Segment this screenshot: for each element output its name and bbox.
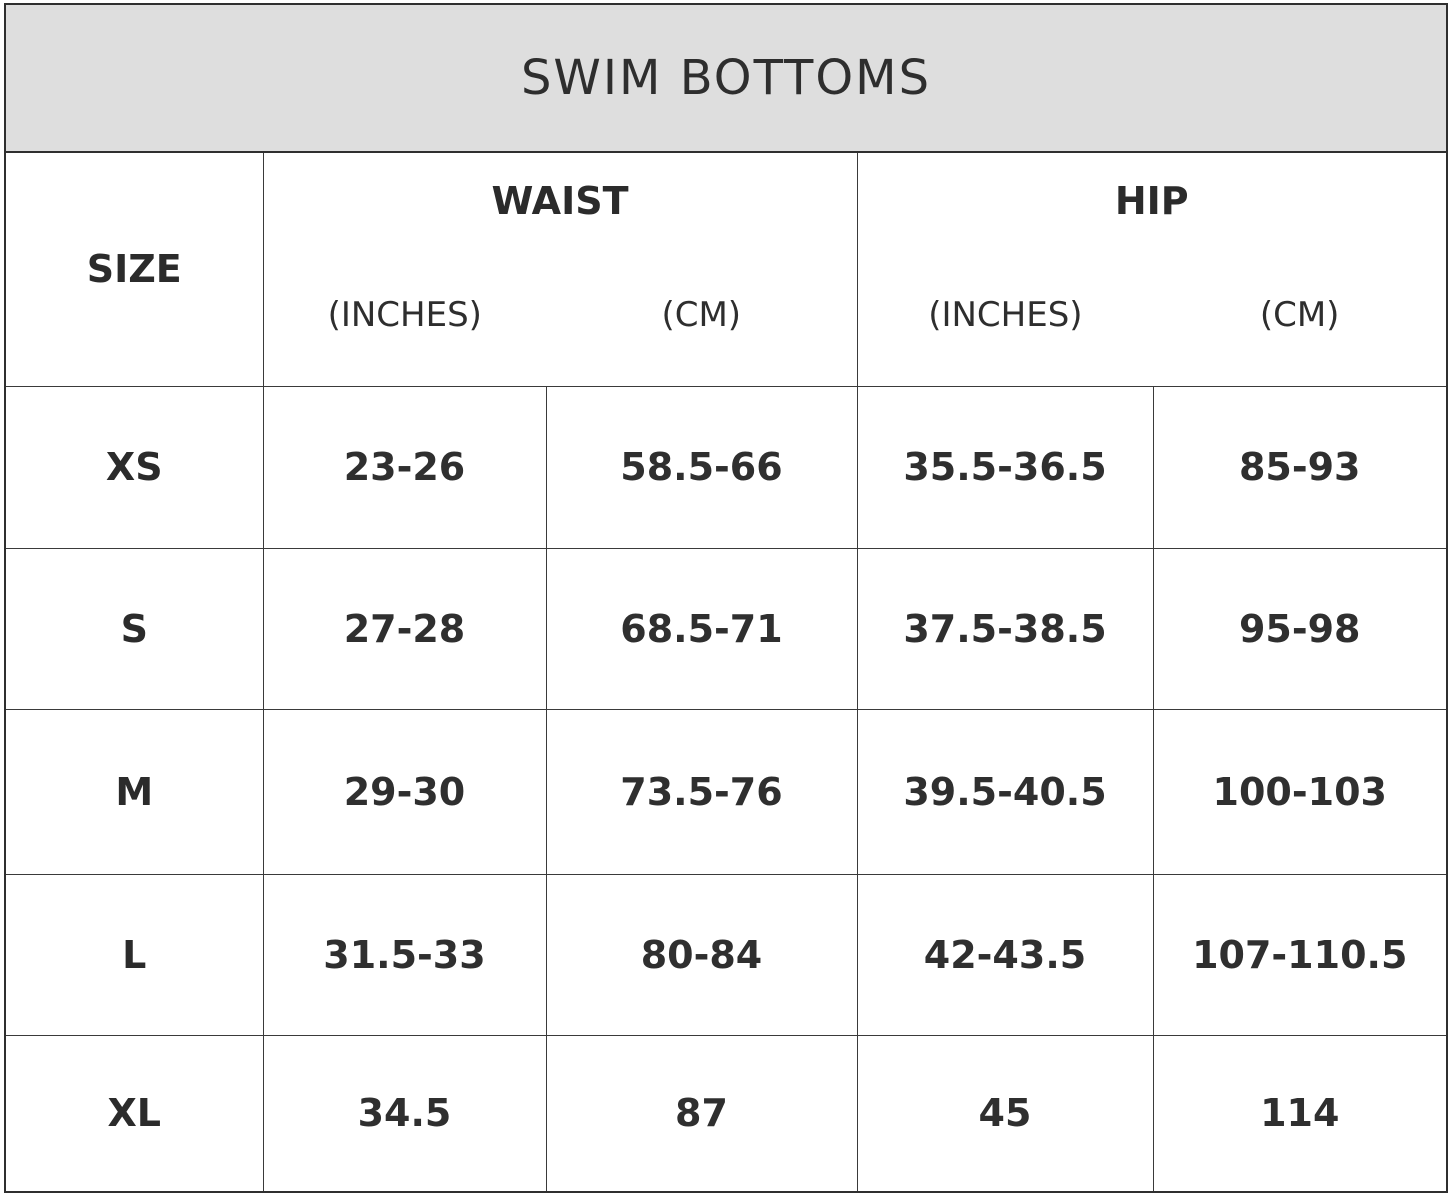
waist-header: WAIST <box>491 179 629 223</box>
waist-inches-cell: 29-30 <box>262 708 547 875</box>
size-cell: L <box>6 873 264 1036</box>
waist-cm-cell: 68.5-71 <box>545 547 858 710</box>
waist-cm-cell: 73.5-76 <box>545 708 858 875</box>
hip-cm-cell: 107-110.5 <box>1152 873 1446 1036</box>
waist-cm-cell: 80-84 <box>545 873 858 1036</box>
hip-inches-cell: 35.5-36.5 <box>856 385 1154 549</box>
waist-inches-cell: 34.5 <box>262 1034 547 1191</box>
hip-inches-cell: 42-43.5 <box>856 873 1154 1036</box>
waist-inches-cell: 27-28 <box>262 547 547 710</box>
size-cell: XL <box>6 1034 264 1191</box>
waist-inches-unit: (INCHES) <box>327 295 482 335</box>
table-row: S 27-28 68.5-71 37.5-38.5 95-98 <box>6 547 1446 710</box>
hip-inches-cell: 45 <box>856 1034 1154 1191</box>
size-cell: M <box>6 708 264 875</box>
hip-cm-cell: 85-93 <box>1152 385 1446 549</box>
waist-header-group: WAIST (INCHES) (CM) <box>262 153 858 387</box>
chart-title: SWIM BOTTOMS <box>520 50 932 106</box>
size-cell: XS <box>6 385 264 549</box>
waist-cm-cell: 58.5-66 <box>545 385 858 549</box>
size-chart: SWIM BOTTOMS SIZE WAIST (INCHES) (CM) <box>4 3 1448 1193</box>
table-row: M 29-30 73.5-76 39.5-40.5 100-103 <box>6 708 1446 875</box>
hip-cm-cell: 95-98 <box>1152 547 1446 710</box>
hip-cm-cell: 114 <box>1152 1034 1446 1191</box>
hip-inches-cell: 39.5-40.5 <box>856 708 1154 875</box>
hip-header-group: HIP (INCHES) (CM) <box>856 153 1446 387</box>
header-row: SIZE WAIST (INCHES) (CM) HIP (INCHES) (C… <box>6 153 1446 387</box>
hip-cm-unit: (CM) <box>1259 295 1340 335</box>
table-row: L 31.5-33 80-84 42-43.5 107-110.5 <box>6 873 1446 1036</box>
waist-cm-unit: (CM) <box>661 295 742 335</box>
size-table: SIZE WAIST (INCHES) (CM) HIP (INCHES) (C… <box>6 153 1446 1191</box>
size-header: SIZE <box>6 153 264 387</box>
size-cell: S <box>6 547 264 710</box>
waist-inches-cell: 31.5-33 <box>262 873 547 1036</box>
hip-inches-cell: 37.5-38.5 <box>856 547 1154 710</box>
title-bar: SWIM BOTTOMS <box>6 5 1446 153</box>
hip-cm-cell: 100-103 <box>1152 708 1446 875</box>
waist-cm-cell: 87 <box>545 1034 858 1191</box>
table-row: XS 23-26 58.5-66 35.5-36.5 85-93 <box>6 385 1446 549</box>
hip-header: HIP <box>1114 179 1189 223</box>
hip-inches-unit: (INCHES) <box>928 295 1083 335</box>
waist-inches-cell: 23-26 <box>262 385 547 549</box>
table-row: XL 34.5 87 45 114 <box>6 1034 1446 1191</box>
